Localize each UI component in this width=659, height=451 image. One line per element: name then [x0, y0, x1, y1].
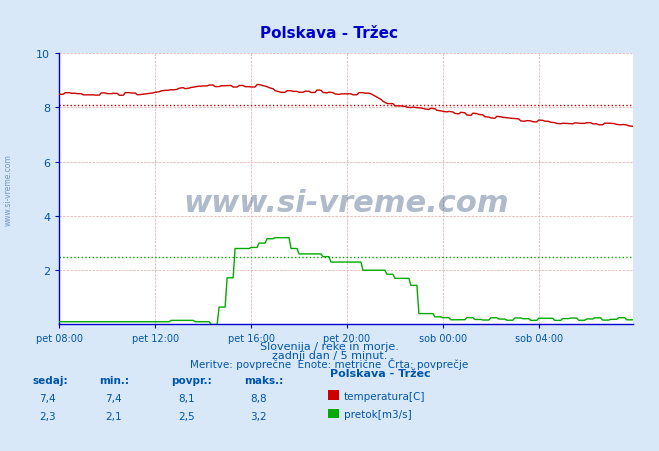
Text: Slovenija / reke in morje.: Slovenija / reke in morje. [260, 341, 399, 351]
Text: 8,8: 8,8 [250, 393, 267, 403]
Text: www.si-vreme.com: www.si-vreme.com [183, 189, 509, 217]
Text: maks.:: maks.: [244, 375, 283, 385]
Text: 7,4: 7,4 [40, 393, 56, 403]
Text: 2,1: 2,1 [105, 411, 122, 421]
Text: temperatura[C]: temperatura[C] [344, 391, 426, 401]
Text: Polskava - Tržec: Polskava - Tržec [330, 368, 430, 378]
Text: min.:: min.: [99, 375, 129, 385]
Text: 2,5: 2,5 [178, 411, 194, 421]
Text: Meritve: povprečne  Enote: metrične  Črta: povprečje: Meritve: povprečne Enote: metrične Črta:… [190, 358, 469, 369]
Text: www.si-vreme.com: www.si-vreme.com [3, 153, 13, 226]
Text: Polskava - Tržec: Polskava - Tržec [260, 26, 399, 41]
Text: sedaj:: sedaj: [33, 375, 69, 385]
Text: pretok[m3/s]: pretok[m3/s] [344, 409, 412, 419]
Text: 7,4: 7,4 [105, 393, 122, 403]
Text: povpr.:: povpr.: [171, 375, 212, 385]
Text: zadnji dan / 5 minut.: zadnji dan / 5 minut. [272, 350, 387, 360]
Text: 3,2: 3,2 [250, 411, 267, 421]
Text: 2,3: 2,3 [40, 411, 56, 421]
Text: 8,1: 8,1 [178, 393, 194, 403]
